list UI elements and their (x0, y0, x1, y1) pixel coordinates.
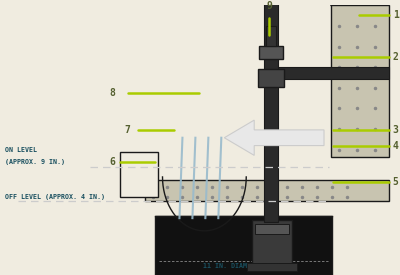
Text: 6: 6 (110, 157, 116, 167)
Text: 3: 3 (393, 125, 399, 135)
Text: (APPROX. 9 IN.): (APPROX. 9 IN.) (5, 159, 65, 165)
Text: 4: 4 (393, 141, 399, 151)
Bar (255, 224, 289, 234)
Bar (259, 46, 283, 59)
Text: 11 IN. DIAMETER MIN.: 11 IN. DIAMETER MIN. (203, 263, 283, 269)
Polygon shape (224, 120, 324, 155)
Bar (154, 216, 332, 275)
Text: ON LEVEL: ON LEVEL (5, 147, 37, 153)
Bar (266, 26, 276, 46)
Bar (247, 263, 297, 271)
Text: OFF LEVEL (APPROX. 4 IN.): OFF LEVEL (APPROX. 4 IN.) (5, 194, 105, 199)
Bar (144, 180, 389, 202)
Bar (120, 152, 158, 197)
Bar (278, 67, 389, 79)
Text: 7: 7 (125, 125, 130, 135)
Text: 9: 9 (266, 1, 272, 11)
Bar (331, 6, 389, 157)
Bar (252, 220, 292, 271)
Bar (264, 2, 278, 222)
Text: 1: 1 (393, 10, 399, 20)
Text: 8: 8 (110, 88, 116, 98)
Bar (258, 69, 284, 87)
Text: 2: 2 (393, 52, 399, 62)
Text: 5: 5 (393, 177, 399, 187)
